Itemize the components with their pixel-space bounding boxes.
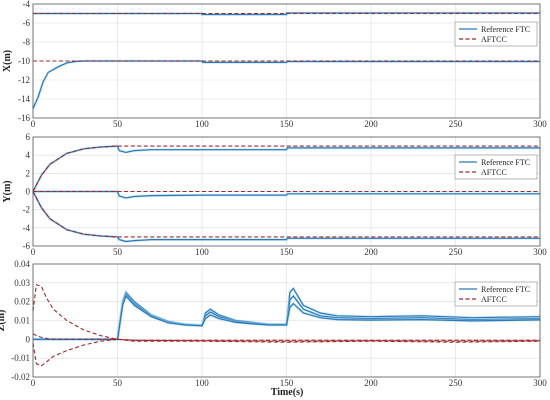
aftcc-line xyxy=(32,333,540,341)
y-axis-label: X(m) xyxy=(2,50,13,72)
y-tick-label: -12 xyxy=(18,75,30,85)
y-tick-label: 0.02 xyxy=(14,297,30,307)
legend-box xyxy=(454,154,538,180)
x-tick-label: 150 xyxy=(280,119,294,129)
x-tick-label: 100 xyxy=(195,119,209,129)
y-tick-label: 6 xyxy=(26,132,31,142)
x-tick-label: 50 xyxy=(113,247,123,257)
legend-label: AFTCC xyxy=(481,295,507,304)
legend-label: Reference FTC xyxy=(481,158,530,167)
x-tick-label: 50 xyxy=(113,119,123,129)
legend-label: Reference FTC xyxy=(481,25,530,34)
x-tick-label: 100 xyxy=(195,378,209,388)
x-position-panel: 0 50 100 150 200 250 300 -16 -14 -12 -10 -8 -6 -4 X(m)… xyxy=(2,0,547,129)
y-tick-label: -0.01 xyxy=(11,353,30,363)
x-tick-label: 300 xyxy=(533,247,547,257)
y-tick-label: -8 xyxy=(23,37,31,47)
y-tick-label: -2 xyxy=(23,205,31,215)
x-tick-label: 150 xyxy=(280,378,294,388)
y-tick-label: -0.02 xyxy=(11,372,30,382)
legend-box xyxy=(454,281,538,307)
z-position-panel: 0 50 100 150 200 250 300 -0.02 -0.01 0 0.01 0.02 0.0… xyxy=(0,259,547,388)
y-tick-label: -6 xyxy=(23,18,31,28)
x-tick-label: 50 xyxy=(113,378,123,388)
x-tick-label: 300 xyxy=(533,119,547,129)
aftcc-line xyxy=(32,145,540,192)
x-tick-label: 0 xyxy=(31,378,36,388)
x-axis-label: Time(s) xyxy=(271,387,304,398)
y-tick-label: -16 xyxy=(18,113,30,123)
aftcc-line xyxy=(32,191,540,238)
x-tick-label: 0 xyxy=(31,119,36,129)
y-tick-label: 2 xyxy=(26,168,31,178)
y-tick-label: 0.01 xyxy=(14,316,30,326)
x-tick-label: 200 xyxy=(364,247,378,257)
legend-label: AFTCC xyxy=(481,35,507,44)
x-tick-label: 200 xyxy=(364,119,378,129)
y-tick-label: 0.03 xyxy=(14,278,30,288)
reference-ftc-line xyxy=(32,191,540,243)
y-position-panel: 0 50 100 150 200 250 300 -6 -4 -2 0 2 4 6 Y(m) Referenc… xyxy=(2,132,547,257)
y-tick-label: -10 xyxy=(18,56,30,66)
axes-frame xyxy=(32,136,541,247)
reference-ftc-line xyxy=(33,190,540,199)
legend-box xyxy=(454,21,538,47)
y-tick-label: 0.04 xyxy=(14,259,30,269)
y-tick-label: -6 xyxy=(23,241,31,251)
legend-label: AFTCC xyxy=(481,168,507,177)
reference-ftc-line xyxy=(32,145,540,192)
y-tick-label: -4 xyxy=(23,0,31,9)
x-tick-label: 300 xyxy=(533,378,547,388)
y-axis-label: Z(m) xyxy=(0,310,7,332)
reference-ftc-line xyxy=(33,294,541,340)
x-tick-label: 100 xyxy=(195,247,209,257)
x-tick-label: 150 xyxy=(280,247,294,257)
axes-frame xyxy=(32,263,541,378)
y-axis-label: Y(m) xyxy=(2,180,13,202)
y-tick-label: -4 xyxy=(23,223,31,233)
x-tick-label: 0 xyxy=(31,247,36,257)
y-tick-label: -14 xyxy=(18,94,30,104)
legend-label: Reference FTC xyxy=(481,285,530,294)
x-tick-label: 250 xyxy=(449,247,463,257)
y-tick-label: 0 xyxy=(26,187,31,197)
x-tick-label: 250 xyxy=(449,378,463,388)
axes-frame xyxy=(32,3,541,119)
y-tick-label: 4 xyxy=(26,150,31,160)
x-tick-label: 200 xyxy=(364,378,378,388)
aftcc-line xyxy=(32,338,541,367)
y-tick-label: 0 xyxy=(26,334,31,344)
aftcc-line xyxy=(32,283,541,343)
x-tick-label: 250 xyxy=(449,119,463,129)
